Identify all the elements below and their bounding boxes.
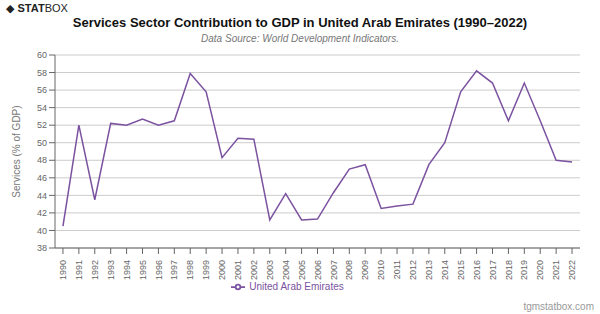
svg-text:54: 54 [37,103,47,113]
svg-text:2015: 2015 [456,260,466,280]
html-text:Services Sector Contribution t: Services Sector Contribution to GDP in U… [72,15,528,30]
svg-text:2007: 2007 [329,260,339,280]
svg-text:2011: 2011 [392,260,402,279]
svg-text:2009: 2009 [360,260,370,280]
svg-text:38: 38 [37,243,47,253]
svg-text:52: 52 [37,120,47,130]
svg-text:1997: 1997 [169,260,179,280]
svg-text:2001: 2001 [233,260,243,280]
svg-text:2006: 2006 [313,260,323,280]
svg-text:1998: 1998 [185,260,195,280]
svg-text:1999: 1999 [201,260,211,280]
svg-text:2014: 2014 [440,260,450,280]
html-text:tgmstatbox.com: tgmstatbox.com [523,301,594,312]
svg-text:2020: 2020 [535,260,545,280]
svg-text:2022: 2022 [567,260,577,280]
svg-text:50: 50 [37,138,47,148]
svg-text:2016: 2016 [472,260,482,280]
svg-text:44: 44 [37,191,47,201]
svg-text:1996: 1996 [154,260,164,280]
svg-text:2013: 2013 [424,260,434,280]
svg-text:2012: 2012 [408,260,418,280]
svg-text:2010: 2010 [376,260,386,280]
html-text:◆ STAT BOX: ◆ STAT BOX [6,2,68,14]
html-text:Data Source: World Development: Data Source: World Development Indicator… [201,33,399,44]
svg-text:46: 46 [37,173,47,183]
svg-text:56: 56 [37,85,47,95]
svg-text:2021: 2021 [551,260,561,280]
svg-text:2018: 2018 [504,260,514,280]
svg-text:1993: 1993 [106,260,116,280]
svg-text:1991: 1991 [74,260,84,280]
svg-text:1995: 1995 [138,260,148,280]
svg-text:2004: 2004 [281,260,291,280]
svg-text:58: 58 [37,68,47,78]
svg-text:1992: 1992 [90,260,100,280]
svg-text:2003: 2003 [265,260,275,280]
svg-text:2008: 2008 [344,260,354,280]
svg-text:Services (% of GDP): Services (% of GDP) [11,105,22,197]
svg-text:1994: 1994 [122,260,132,280]
svg-text:1990: 1990 [58,260,68,280]
svg-text:42: 42 [37,208,47,218]
svg-text:2005: 2005 [297,260,307,280]
svg-text:48: 48 [37,155,47,165]
html-text:United Arab Emirates: United Arab Emirates [249,280,344,292]
svg-text:60: 60 [37,50,47,60]
svg-text:2017: 2017 [488,260,498,280]
svg-text:2019: 2019 [519,260,529,280]
svg-text:40: 40 [37,226,47,236]
svg-text:2000: 2000 [217,260,227,280]
svg-text:2002: 2002 [249,260,259,280]
